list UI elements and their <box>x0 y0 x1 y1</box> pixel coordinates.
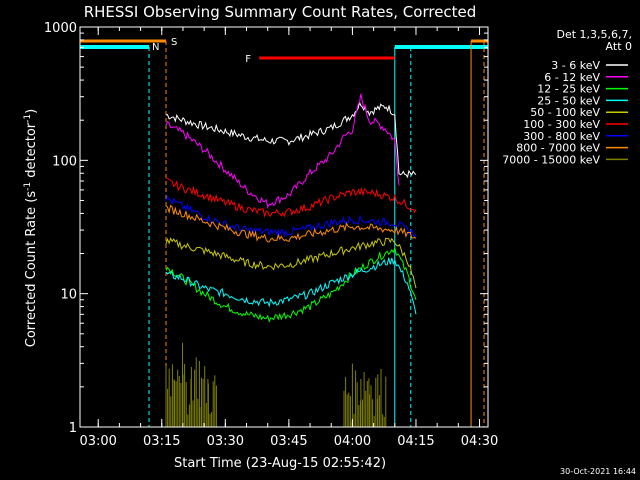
y-tick-label: 10 <box>60 288 77 303</box>
series-line <box>165 257 417 315</box>
series-line <box>165 246 417 323</box>
x-tick-label: 03:15 <box>143 434 180 449</box>
series-0 <box>165 100 417 179</box>
legend-label: 100 - 300 keV <box>523 118 600 131</box>
x-axis-label: Start Time (23-Aug-15 02:55:42) <box>174 456 386 471</box>
series-8 <box>165 342 387 427</box>
legend-header: Att 0 <box>606 40 632 53</box>
legend-label: 12 - 25 keV <box>537 83 600 96</box>
series-4 <box>165 237 417 289</box>
series-2 <box>165 246 417 323</box>
legend-label: 6 - 12 keV <box>544 71 600 84</box>
saa-label: S <box>171 37 177 48</box>
chart-title: RHESSI Observing Summary Count Rates, Co… <box>84 3 477 21</box>
legend-header: Det 1,3,5,6,7, <box>556 28 632 41</box>
series-7 <box>165 204 417 243</box>
night-label: N <box>152 42 159 53</box>
x-tick-label: 04:30 <box>461 434 498 449</box>
series-line <box>165 237 417 289</box>
plot-frame <box>79 26 489 428</box>
legend-label: 800 - 7000 keV <box>516 142 600 155</box>
series-line <box>165 93 400 209</box>
series-line <box>165 194 417 238</box>
legend-label: 300 - 800 keV <box>523 130 600 143</box>
x-tick-label: 04:00 <box>334 434 371 449</box>
legend-label: 50 - 100 keV <box>530 106 600 119</box>
series-3 <box>165 257 417 315</box>
x-tick-label: 04:15 <box>397 434 434 449</box>
series-6 <box>165 194 417 238</box>
axes: 1 10 100 1000 03:00 03:15 03:30 03:45 04:00 04:15… <box>44 21 498 449</box>
footer-timestamp: 30-Oct-2021 16:44 <box>560 467 636 476</box>
x-tick-label: 03:00 <box>79 434 116 449</box>
legend-label: 7000 - 15000 keV <box>502 153 600 166</box>
interval-markers: N S F <box>80 37 488 427</box>
legend-label: 25 - 50 keV <box>537 94 600 107</box>
series-5 <box>165 177 417 219</box>
x-tick-label: 03:30 <box>207 434 244 449</box>
y-tick-label: 1 <box>69 421 77 436</box>
series-line <box>165 100 417 179</box>
y-axis-label: Corrected Count Rate (s-1 detector-1) <box>23 109 39 347</box>
flare-label: F <box>245 54 251 65</box>
x-tick-label: 03:45 <box>270 434 307 449</box>
y-tick-label: 1000 <box>44 21 77 36</box>
series-lines <box>165 93 417 427</box>
series-line <box>165 177 417 219</box>
series-line <box>165 204 417 243</box>
y-tick-label: 100 <box>52 154 77 169</box>
series-1 <box>165 93 400 209</box>
legend-label: 3 - 6 keV <box>551 59 600 72</box>
